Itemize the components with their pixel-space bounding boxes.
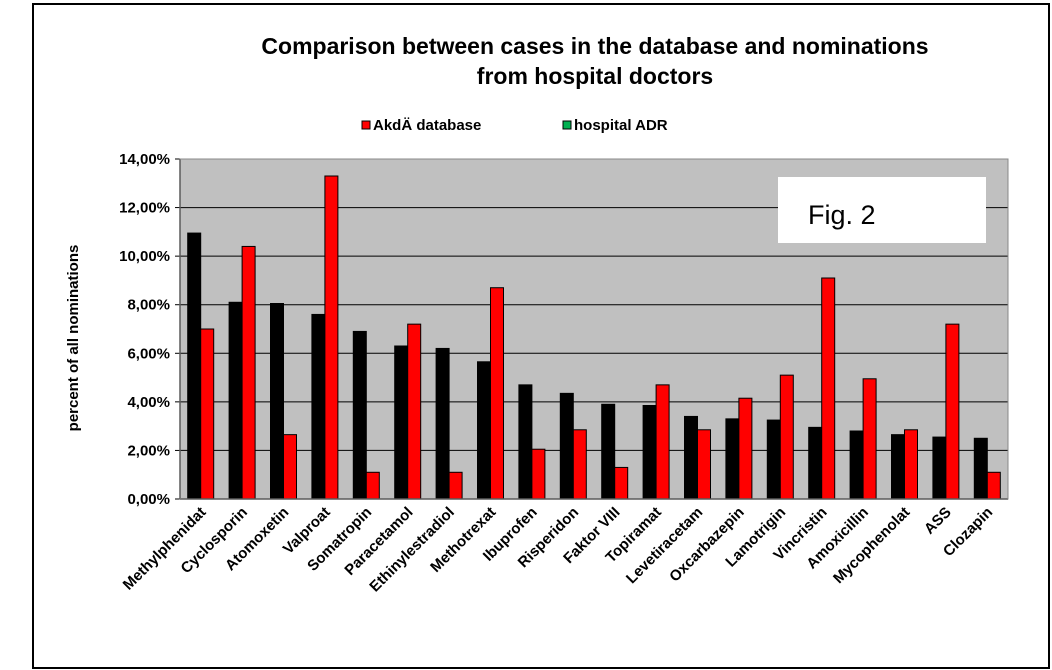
bar — [655, 384, 670, 500]
bar — [477, 361, 491, 500]
bar — [849, 430, 864, 500]
bar — [697, 429, 711, 500]
y-tick-label: 6,00% — [127, 345, 170, 362]
bar — [283, 434, 297, 500]
bar — [862, 378, 877, 500]
y-tick-label: 4,00% — [127, 394, 170, 411]
bar — [435, 347, 450, 500]
y-tick-label: 0,00% — [127, 491, 170, 508]
bar — [559, 392, 574, 500]
bar — [808, 426, 823, 500]
bar — [572, 429, 587, 500]
bar — [904, 429, 918, 500]
bar — [394, 345, 409, 500]
bar — [352, 330, 367, 500]
bar — [311, 313, 326, 500]
bar — [821, 277, 836, 500]
chart-title: Comparison between cases in the database… — [261, 33, 928, 59]
bar — [531, 448, 546, 500]
legend-label: AkdÄ database — [373, 117, 481, 134]
bar — [738, 397, 753, 500]
bar — [365, 471, 380, 500]
bar — [891, 434, 905, 500]
bar — [642, 405, 657, 500]
legend-marker — [361, 120, 371, 130]
bar — [601, 403, 616, 500]
bar — [614, 466, 629, 500]
legend-marker — [562, 120, 572, 130]
bar — [407, 323, 422, 500]
bar — [518, 384, 533, 500]
bar — [490, 287, 504, 500]
y-axis-label: percent of all nominations — [65, 245, 82, 432]
bar — [200, 328, 215, 500]
bar — [187, 232, 202, 500]
y-tick-label: 2,00% — [127, 442, 170, 459]
bar — [986, 471, 1001, 500]
bar — [684, 415, 698, 500]
y-tick-label: 8,00% — [127, 297, 170, 314]
bar — [932, 436, 947, 500]
bar — [973, 437, 988, 500]
legend-label: hospital ADR — [574, 117, 668, 134]
bar — [324, 175, 339, 500]
y-tick-label: 12,00% — [119, 200, 170, 217]
legend: AkdÄ database hospital ADR — [361, 117, 668, 134]
bar — [228, 301, 243, 500]
annotation-box — [778, 177, 986, 243]
y-tick-label: 10,00% — [119, 248, 170, 265]
bar — [725, 418, 740, 500]
plot-border — [179, 158, 1009, 500]
bar — [448, 471, 463, 500]
y-tick-label: 14,00% — [119, 151, 170, 168]
chart-title: from hospital doctors — [477, 63, 713, 89]
bar — [945, 323, 960, 500]
bar — [766, 419, 781, 500]
bar — [270, 303, 284, 500]
annotation: Fig. 2 — [808, 200, 876, 230]
bar — [241, 245, 256, 500]
bar — [779, 374, 794, 500]
